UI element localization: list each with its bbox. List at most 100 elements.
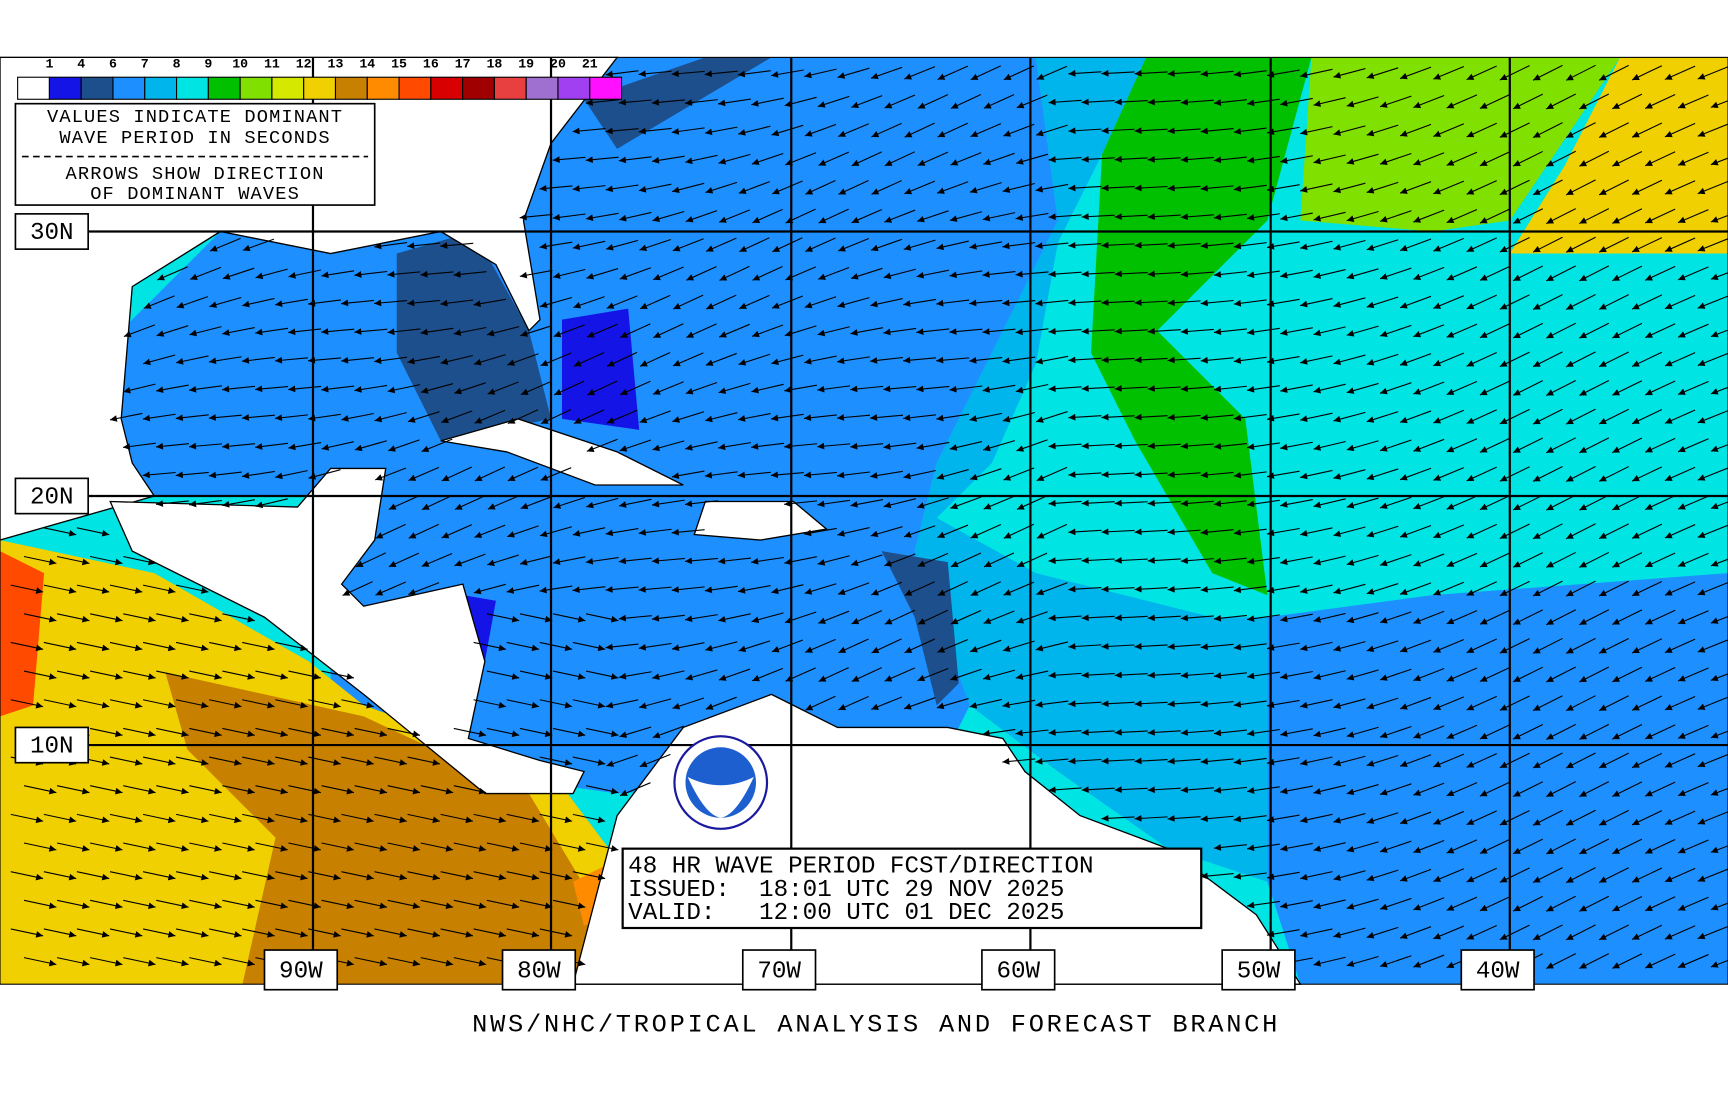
wave-arrow (10, 928, 44, 938)
wave-arrow (388, 439, 420, 452)
wave-arrow (1366, 926, 1399, 939)
wave-arrow (1612, 265, 1643, 282)
arrow-head (280, 787, 288, 795)
wave-arrow (1546, 551, 1576, 568)
wave-arrow (1247, 270, 1280, 279)
wave-arrow (619, 380, 651, 396)
wave-arrow (1677, 667, 1709, 682)
wave-arrow (255, 785, 288, 795)
wave-arrow (1300, 412, 1333, 422)
arrow-head (1710, 560, 1719, 567)
arrow-head (686, 274, 695, 281)
arrow-head (1710, 445, 1719, 452)
arrow-head (1513, 217, 1521, 224)
arrow-head (478, 902, 487, 910)
arrow-head (1664, 130, 1673, 138)
arrow-head (1200, 528, 1208, 536)
arrow-head (81, 558, 90, 566)
arrow-head (719, 274, 728, 281)
arrow-head (1280, 99, 1288, 107)
arrow-head (200, 759, 209, 766)
wave-arrow (486, 842, 520, 852)
arrow-head (610, 673, 619, 680)
wave-arrow (1512, 838, 1543, 855)
wave-arrow (1233, 528, 1267, 536)
wave-arrow (1631, 638, 1663, 654)
wave-arrow (374, 813, 407, 824)
noaa-logo (673, 735, 769, 830)
wave-arrow (916, 269, 950, 279)
wave-arrow (1499, 695, 1530, 711)
arrow-head (1233, 414, 1242, 422)
arrow-head (134, 759, 143, 766)
wave-arrow (1333, 411, 1366, 423)
wave-arrow (784, 500, 818, 507)
arrow-head (1035, 757, 1043, 765)
arrow-head (1466, 73, 1475, 80)
arrow-head (1167, 757, 1175, 765)
wave-arrow (1413, 668, 1445, 682)
arrow-head (982, 271, 990, 278)
wave-arrow (288, 670, 321, 680)
arrow-head (671, 128, 680, 135)
wave-arrow (1512, 552, 1543, 568)
arrow-head (983, 444, 991, 452)
wave-arrow (619, 782, 651, 797)
wave-arrow (1413, 152, 1445, 166)
arrow-head (1566, 819, 1574, 826)
wave-arrow (651, 614, 685, 622)
wave-arrow (1134, 127, 1168, 135)
wave-arrow (1598, 122, 1629, 139)
arrow-head (1068, 356, 1076, 364)
wave-arrow (1114, 385, 1148, 392)
wave-arrow (242, 699, 275, 709)
wave-arrow (354, 842, 388, 852)
arrow-head (167, 931, 176, 938)
arrow-head (936, 299, 944, 307)
wave-arrow (850, 499, 884, 508)
wave-arrow (1697, 467, 1728, 481)
arrow-head (1479, 904, 1488, 911)
wave-arrow (1466, 867, 1497, 883)
arrow-head (671, 70, 679, 77)
wave-arrow (916, 385, 950, 393)
wave-arrow (175, 928, 209, 938)
arrow-head (432, 931, 440, 938)
wave-arrow (1433, 123, 1465, 137)
arrow-head (1645, 389, 1653, 396)
wave-arrow (222, 842, 255, 852)
arrow-head (577, 902, 586, 910)
arrow-head (917, 674, 926, 682)
wave-arrow (388, 495, 420, 510)
arrow-head (704, 586, 713, 594)
wave-arrow (539, 241, 573, 250)
wave-arrow (1677, 323, 1709, 338)
wave-arrow (454, 553, 486, 567)
wave-arrow (1598, 466, 1629, 482)
arrow-head (1678, 961, 1686, 968)
arrow-head (247, 959, 255, 967)
arrow-head (1645, 962, 1653, 969)
wave-arrow (1479, 93, 1511, 109)
arrow-head (1513, 847, 1521, 854)
wave-arrow (1280, 728, 1313, 737)
arrow-head (1546, 905, 1554, 912)
wave-arrow (1710, 845, 1728, 854)
arrow-head (1479, 217, 1488, 224)
arrow-head (1200, 242, 1208, 249)
arrow-head (1114, 442, 1122, 450)
arrow-head (1678, 732, 1686, 739)
wave-arrow (553, 380, 585, 396)
wave-arrow (1446, 266, 1478, 281)
arrow-head (586, 501, 594, 509)
arrow-head (1233, 815, 1242, 823)
arrow-head (412, 902, 421, 910)
wave-arrow (1631, 466, 1663, 482)
wave-arrow (242, 641, 275, 652)
arrow-head (399, 759, 407, 766)
arrow-head (1313, 902, 1322, 910)
arrow-head (1333, 301, 1342, 308)
arrow-head (1233, 758, 1242, 766)
wave-arrow (837, 356, 870, 365)
wave-arrow (1114, 155, 1148, 163)
